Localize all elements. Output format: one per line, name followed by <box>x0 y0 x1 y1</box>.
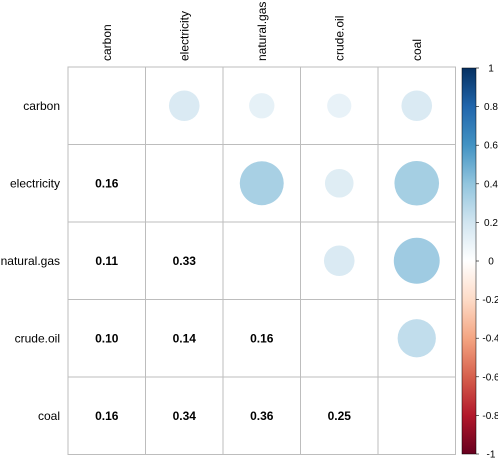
colorbar: 1 0.8 0.6 0.4 0.2 0 -0.2 -0.4 -0.6 -0.8 -1 <box>461 64 498 461</box>
correlation-value: 0.14 <box>173 331 197 345</box>
correlation-value: 0.33 <box>173 254 197 268</box>
colorbar-tick-label: 0.6 <box>484 141 498 152</box>
grid-cell <box>377 376 456 455</box>
row-label: coal <box>38 409 60 423</box>
column-label: electricity <box>177 11 191 61</box>
correlation-value: 0.36 <box>250 409 274 423</box>
correlation-circle <box>401 90 433 122</box>
correlation-value: 0.16 <box>250 331 274 345</box>
correlation-circle <box>327 93 352 118</box>
colorbar-tick-label: 0.4 <box>484 179 498 190</box>
correlation-circle <box>168 90 200 122</box>
colorbar-gradient <box>461 67 477 455</box>
colorbar-tick-label: -1 <box>487 450 496 461</box>
row-label: natural.gas <box>1 254 60 268</box>
correlation-value: 0.10 <box>95 331 119 345</box>
correlation-circle <box>394 160 440 206</box>
colorbar-tick-label: -0.2 <box>482 295 498 306</box>
correlation-circle <box>324 168 354 198</box>
column-label: natural.gas <box>255 2 269 61</box>
colorbar-tick-label: 0.8 <box>484 102 498 113</box>
colorbar-tick-label: 0.2 <box>484 218 498 229</box>
correlation-circle <box>393 237 440 284</box>
column-label: crude.oil <box>332 16 346 61</box>
column-label: carbon <box>100 24 114 61</box>
grid-cell <box>222 221 301 300</box>
correlation-value: 0.16 <box>95 409 119 423</box>
colorbar-tick-label: -0.8 <box>482 411 498 422</box>
correlation-value: 0.25 <box>328 409 352 423</box>
colorbar-tick-label: 0 <box>488 257 494 268</box>
correlation-circle <box>323 245 355 277</box>
colorbar-tick-label: 1 <box>488 64 494 75</box>
row-label: crude.oil <box>15 331 60 345</box>
row-label: carbon <box>23 99 60 113</box>
correlation-value: 0.16 <box>95 176 119 190</box>
correlation-circle <box>397 319 436 358</box>
correlation-value: 0.34 <box>173 409 197 423</box>
plot-area: carbon electricity natural.gas crude.oil coa… <box>1 2 456 455</box>
colorbar-tick-label: -0.6 <box>482 372 498 383</box>
row-label: electricity <box>10 176 60 190</box>
column-label: coal <box>410 39 424 61</box>
correlation-value: 0.11 <box>95 254 118 268</box>
correlation-circle <box>249 93 275 119</box>
colorbar-tick-label: -0.4 <box>482 334 498 345</box>
grid-cell <box>67 66 146 145</box>
grid-cell <box>300 299 379 378</box>
correlation-circle <box>239 161 284 206</box>
grid-cell <box>145 144 224 223</box>
